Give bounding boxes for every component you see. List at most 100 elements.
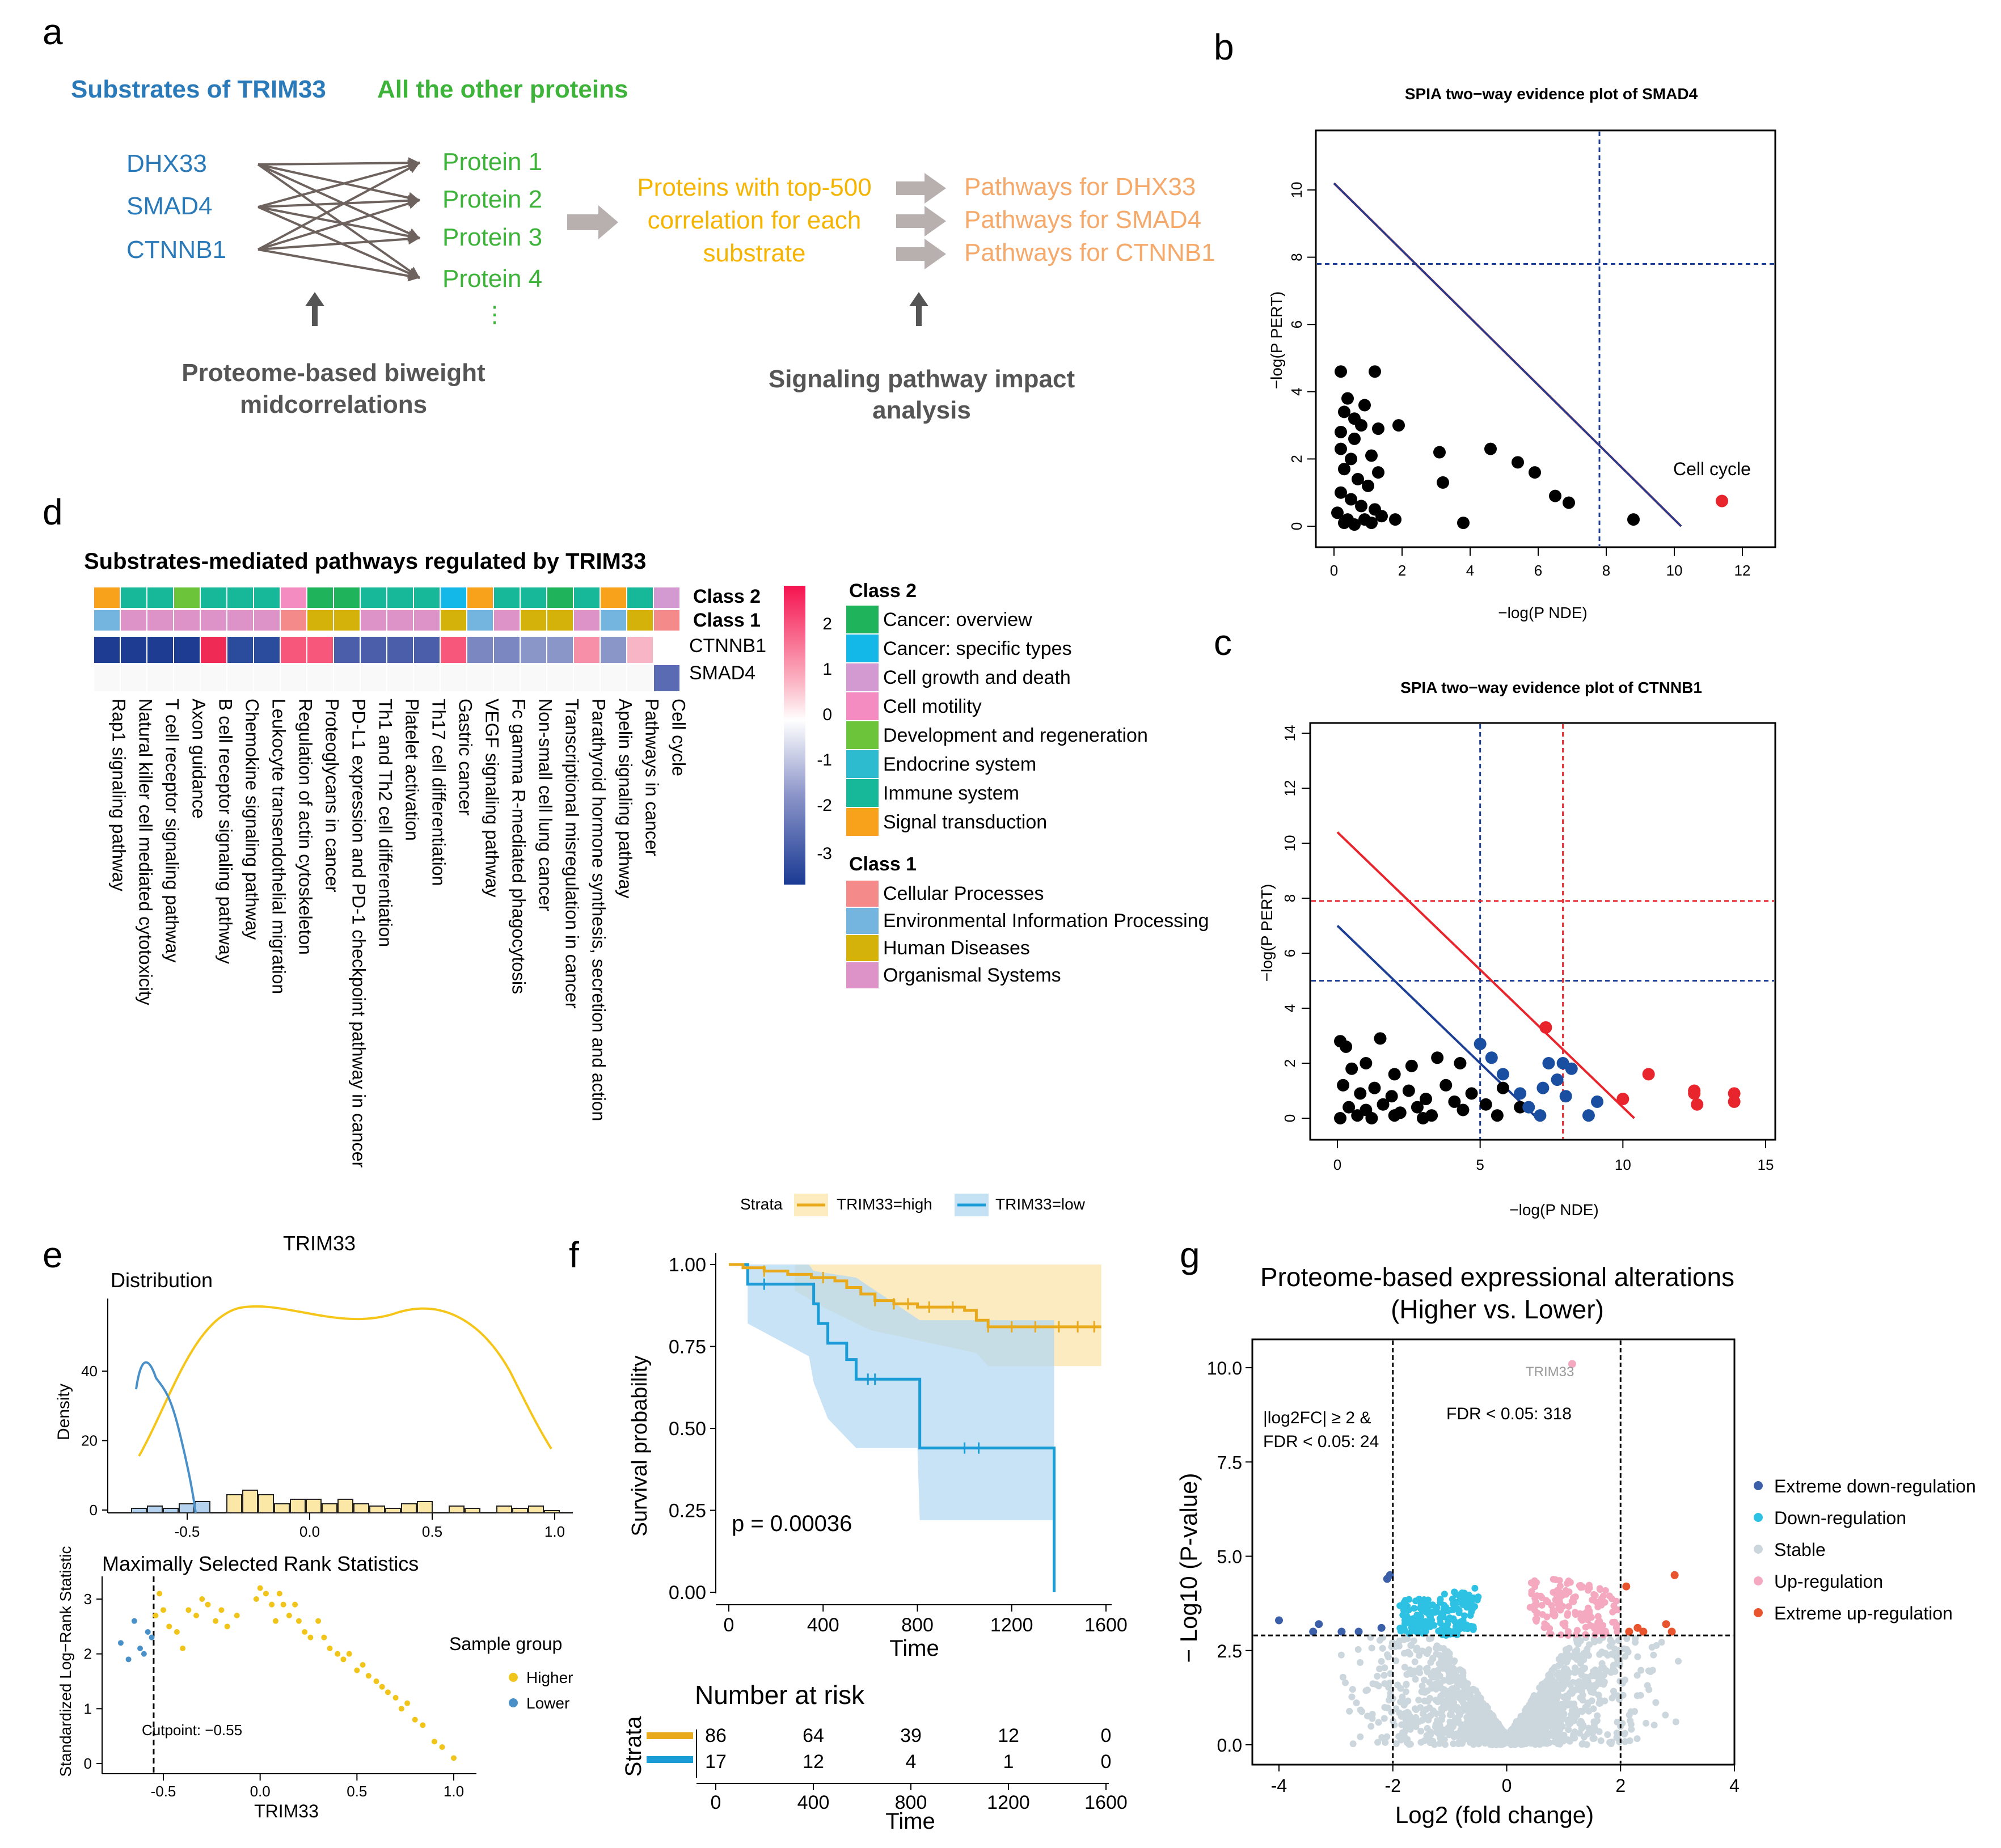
volcano-point-down <box>1471 1603 1479 1610</box>
volcano-point-stable <box>1652 1699 1660 1706</box>
legend-higher-swatch <box>509 1673 518 1682</box>
heatmap-ctnnb1-cell <box>386 636 414 664</box>
volcano-point-stable <box>1432 1723 1439 1731</box>
volcano-point-up <box>1597 1586 1604 1593</box>
volcano-point-stable <box>1672 1718 1679 1726</box>
combined-threshold-blue <box>1333 183 1682 527</box>
volcano-point-stable <box>1403 1681 1410 1688</box>
arrow-pathway3-icon <box>896 239 946 269</box>
volcano-point-stable <box>1563 1655 1570 1663</box>
volcano-point-stable <box>1369 1711 1376 1718</box>
data-point <box>1496 1081 1509 1094</box>
volcano-point-stable <box>1444 1690 1451 1697</box>
volcano-point-stable <box>1577 1707 1584 1715</box>
histogram-bar <box>401 1503 417 1513</box>
legend-lower-label: Lower <box>526 1694 569 1712</box>
y-tick-label: 0 <box>1288 522 1305 530</box>
volcano-point-up <box>1610 1602 1618 1610</box>
volcano-point-stable <box>1427 1731 1434 1739</box>
rank-point-higher <box>340 1656 347 1663</box>
volcano-point-up <box>1609 1618 1616 1626</box>
volcano-point-stable <box>1412 1676 1419 1683</box>
volcano-point-stable <box>1376 1665 1383 1673</box>
legend-class1-swatch <box>846 935 879 961</box>
x-tick-label: 12 <box>1734 562 1751 579</box>
combined-threshold-red <box>1336 831 1635 1119</box>
pathway-label: Leukocyte transendothelial migration <box>269 699 289 994</box>
volcano-point-stable <box>1516 1717 1523 1724</box>
legend-class2-swatch <box>846 635 879 662</box>
data-point <box>1365 1112 1378 1124</box>
volcano-point-stable <box>1572 1668 1579 1675</box>
pathway-label: Platelet activation <box>402 699 423 841</box>
histogram-bar <box>512 1508 528 1513</box>
volcano-point-stable <box>1398 1736 1405 1744</box>
y-tick-label: 7.5 <box>1217 1452 1242 1473</box>
volcano-point-extreme-up <box>1662 1620 1670 1629</box>
y-tick-label: 14 <box>1281 725 1298 742</box>
volcano-point-stable <box>1378 1657 1385 1665</box>
histogram-bar <box>163 1508 179 1513</box>
volcano-point-stable <box>1487 1741 1494 1748</box>
legend-class2-swatch <box>846 750 879 778</box>
legend-class1-swatch <box>846 908 879 934</box>
volcano-point-stable <box>1595 1728 1603 1735</box>
heatmap-class2-cell <box>253 586 281 609</box>
pathway-label: Regulation of actin cytoskeleton <box>295 699 316 955</box>
up-arrow-left-icon <box>305 292 324 326</box>
volcano-point-up <box>1609 1608 1616 1616</box>
heatmap-smad4-cell <box>413 664 441 692</box>
volcano-point-stable <box>1376 1636 1383 1644</box>
legend-class1-label: Cellular Processes <box>883 883 1044 904</box>
top500-line3: substrate <box>703 239 806 267</box>
histogram-bar <box>290 1499 306 1513</box>
volcano-point-stable <box>1488 1728 1495 1736</box>
data-point <box>1338 463 1350 476</box>
volcano-point-stable <box>1379 1644 1386 1652</box>
arrowhead-icon <box>407 270 420 282</box>
y-tick-label: 1 <box>84 1700 92 1717</box>
data-point <box>1491 1109 1504 1122</box>
y-tick-label: 3 <box>84 1591 92 1608</box>
volcano-point-down <box>1449 1629 1457 1636</box>
volcano-point-stable <box>1559 1685 1566 1692</box>
data-point-blue <box>1534 1109 1547 1122</box>
volcano-point-stable <box>1431 1741 1438 1748</box>
histogram-bar <box>242 1490 258 1513</box>
volcano-point-stable <box>1576 1729 1583 1737</box>
histogram-bar <box>353 1503 369 1513</box>
data-point <box>1374 1032 1387 1045</box>
data-point <box>1365 449 1378 462</box>
volcano-point-stable <box>1532 1722 1539 1729</box>
data-point <box>1362 479 1374 492</box>
volcano-point-stable <box>1653 1642 1660 1649</box>
colorbar-ticks: 2 1 0 -1 -2 -3 <box>817 615 832 863</box>
volcano-point-stable <box>1577 1660 1584 1667</box>
histogram-bar <box>417 1501 433 1513</box>
heatmap-smad4-cell <box>93 664 121 692</box>
volcano-point-stable <box>1560 1732 1568 1739</box>
heatmap-class2-cell <box>386 586 414 609</box>
rank-title: Maximally Selected Rank Statistics <box>102 1552 419 1575</box>
volcano-point-stable <box>1475 1724 1483 1731</box>
volcano-point-down <box>1437 1610 1445 1617</box>
data-point <box>1343 1101 1356 1114</box>
y-tick-label: 0 <box>84 1755 92 1772</box>
volcano-point-stable <box>1548 1676 1556 1683</box>
rank-point-higher <box>276 1591 282 1597</box>
volcano-point-stable <box>1566 1681 1573 1688</box>
volcano-point-down <box>1467 1612 1474 1619</box>
volcano-point-down <box>1406 1616 1413 1623</box>
volcano-point-stable <box>1556 1740 1564 1748</box>
volcano-point-stable <box>1424 1664 1431 1672</box>
volcano-point-down <box>1401 1620 1409 1627</box>
volcano-point-stable <box>1423 1687 1430 1694</box>
y-tick-label: 4 <box>1288 388 1305 396</box>
volcano-point-stable <box>1432 1680 1439 1688</box>
heatmap-ctnnb1-cell <box>573 636 601 664</box>
volcano-point-up <box>1565 1603 1572 1610</box>
data-point-blue <box>1591 1095 1604 1108</box>
risk-high-value: 39 <box>900 1725 922 1746</box>
rank-point-higher <box>335 1651 341 1657</box>
heatmap-smad4-cell <box>146 664 174 692</box>
